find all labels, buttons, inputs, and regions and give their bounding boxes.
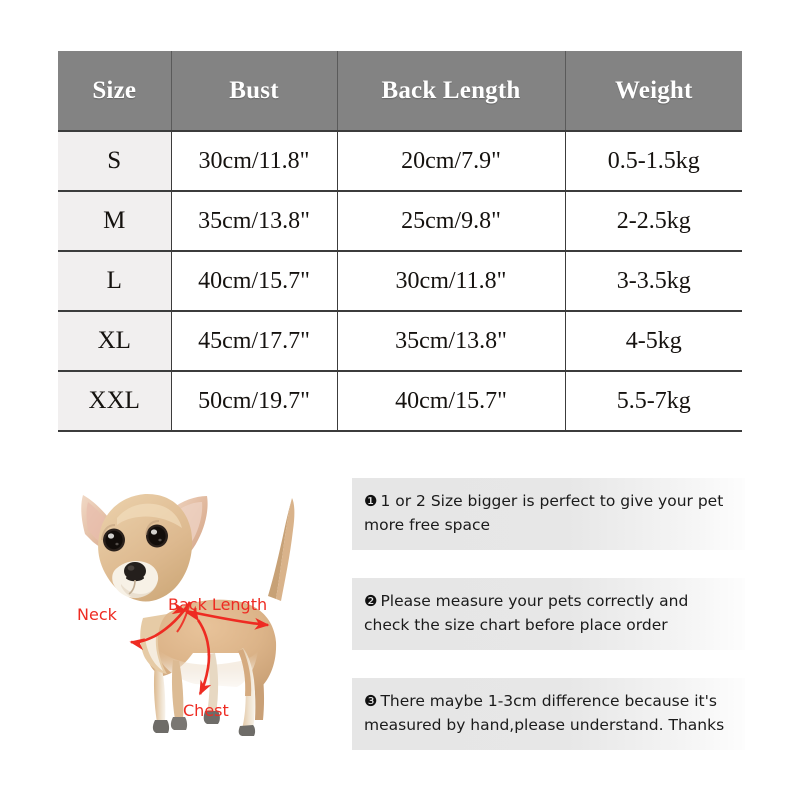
cell-size: L (58, 250, 171, 311)
cell-size: S (58, 130, 171, 191)
circled-number-three-icon: ❸ (364, 692, 378, 711)
cell-weight: 5.5-7kg (564, 370, 742, 432)
table-row: S 30cm/11.8" 20cm/7.9" 0.5-1.5kg (58, 130, 742, 191)
table-row: M 35cm/13.8" 25cm/9.8" 2-2.5kg (58, 190, 742, 251)
note-text-2: ❷ Please measure your pets correctly and … (364, 590, 731, 637)
label-back-length: Back Length (168, 595, 267, 614)
table-row: L 40cm/15.7" 30cm/11.8" 3-3.5kg (58, 250, 742, 311)
note-body-3: There maybe 1-3cm difference because it'… (364, 692, 725, 734)
table-header-row: Size Bust Back Length Weight (58, 51, 742, 131)
cell-back-length: 25cm/9.8" (336, 190, 565, 251)
column-header-size: Size (58, 51, 171, 131)
note-body-1: 1 or 2 Size bigger is perfect to give yo… (364, 492, 724, 534)
label-neck: Neck (77, 605, 118, 624)
note-body-2: Please measure your pets correctly and c… (364, 592, 689, 634)
cell-back-length: 30cm/11.8" (336, 250, 565, 311)
cell-bust: 50cm/19.7" (170, 370, 337, 432)
cell-back-length: 20cm/7.9" (336, 130, 565, 191)
cell-bust: 40cm/15.7" (170, 250, 337, 311)
note-text-3: ❸ There maybe 1-3cm difference because it… (364, 690, 731, 737)
column-header-weight: Weight (564, 51, 742, 131)
chest-arrow (185, 605, 212, 696)
label-chest: Chest (183, 701, 229, 720)
cell-bust: 45cm/17.7" (170, 310, 337, 371)
circled-number-one-icon: ❶ (364, 492, 378, 510)
column-header-bust: Bust (170, 51, 337, 131)
dog-measurement-diagram: Back Length Neck Chest (55, 468, 355, 758)
column-header-back-length: Back Length (336, 51, 565, 131)
cell-size: M (58, 190, 171, 251)
cell-back-length: 40cm/15.7" (336, 370, 565, 432)
note-item-3: ❸ There maybe 1-3cm difference because it… (352, 678, 745, 751)
cell-weight: 4-5kg (564, 310, 742, 371)
cell-bust: 30cm/11.8" (170, 130, 337, 191)
measurement-annotations: Back Length Neck Chest (77, 595, 270, 720)
cell-size: XL (58, 310, 171, 371)
neck-arrow (129, 601, 192, 651)
cell-weight: 3-3.5kg (564, 250, 742, 311)
cell-back-length: 35cm/13.8" (336, 310, 565, 371)
table-row: XXL 50cm/19.7" 40cm/15.7" 5.5-7kg (58, 370, 742, 432)
cell-size: XXL (58, 370, 171, 432)
cell-weight: 0.5-1.5kg (564, 130, 742, 191)
cell-bust: 35cm/13.8" (170, 190, 337, 251)
cell-weight: 2-2.5kg (564, 190, 742, 251)
circled-number-two-icon: ❷ (364, 592, 378, 611)
note-item-2: ❷ Please measure your pets correctly and … (352, 578, 745, 651)
size-chart-table: Size Bust Back Length Weight S 30cm/11.8… (58, 51, 742, 432)
table-row: XL 45cm/17.7" 35cm/13.8" 4-5kg (58, 310, 742, 371)
